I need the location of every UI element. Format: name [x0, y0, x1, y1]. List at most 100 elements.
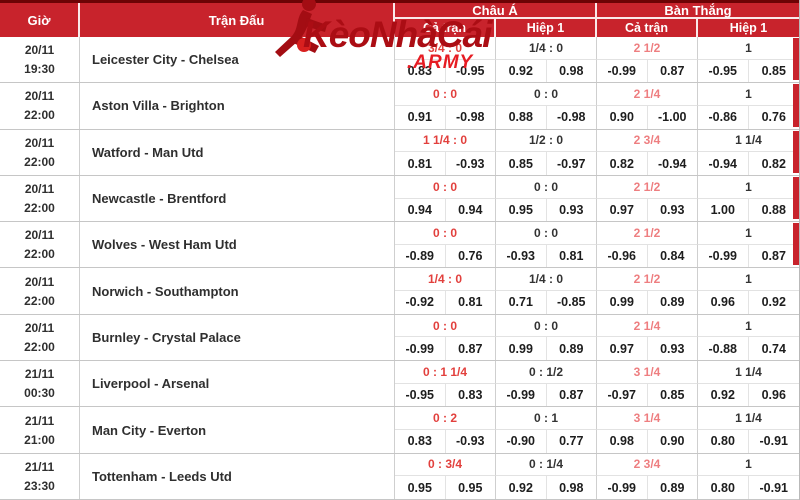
goals-full-line: 2 1/2	[597, 175, 698, 199]
match-row[interactable]: 20/11 22:00 Watford - Man Utd 1 1/4 : 0 …	[0, 129, 799, 176]
asian-half-handicap: 0 : 0	[496, 222, 597, 245]
asian-full-handicap: 0 : 1 1/4	[395, 361, 496, 384]
goals-full-line: 2 3/4	[597, 129, 698, 153]
odds-asian-half-away: 0.77	[547, 430, 597, 453]
match-row[interactable]: 20/11 22:00 Wolves - West Ham Utd 0 : 0 …	[0, 222, 799, 269]
match-name[interactable]: Tottenham - Leeds Utd	[80, 453, 395, 499]
odds-goals-full-over: -0.99	[597, 59, 648, 83]
kickoff-time-cell: 20/11 22:00	[0, 83, 80, 129]
goals-half-line: 1	[698, 222, 799, 245]
header-asian-full-match: Cả trận	[395, 19, 496, 37]
asian-full-handicap: 0 : 0	[395, 83, 496, 106]
odds-goals-half-under: 0.96	[761, 388, 786, 403]
asian-half-handicap: 0 : 1/2	[496, 361, 597, 384]
odds-goals-half-over: 0.92	[698, 383, 749, 407]
odds-asian-full-home: 0.83	[395, 430, 446, 453]
match-name[interactable]: Watford - Man Utd	[80, 129, 395, 175]
header-group-goals: Bàn Thắng	[597, 3, 799, 19]
odds-goals-full-over: -0.99	[597, 476, 648, 499]
match-date: 21/11	[24, 367, 55, 382]
odds-asian-full-away: 0.87	[446, 337, 496, 361]
kickoff-time-cell: 20/11 22:00	[0, 314, 80, 361]
asian-full-handicap: 1/4 : 0	[395, 268, 496, 292]
match-row[interactable]: 20/11 22:00 Aston Villa - Brighton 0 : 0…	[0, 83, 799, 130]
match-name[interactable]: Wolves - West Ham Utd	[80, 222, 395, 268]
odds-asian-full-away: -0.98	[446, 105, 496, 129]
odds-asian-full-home: -0.99	[395, 337, 446, 361]
asian-half-handicap: 1/2 : 0	[496, 129, 597, 153]
match-time: 22:00	[24, 247, 55, 262]
match-name[interactable]: Burnley - Crystal Palace	[80, 314, 395, 361]
match-name[interactable]: Liverpool - Arsenal	[80, 361, 395, 407]
match-row[interactable]: 21/11 00:30 Liverpool - Arsenal 0 : 1 1/…	[0, 361, 799, 408]
odds-goals-half-under: 0.88	[761, 202, 786, 217]
odds-asian-half-away: 0.98	[547, 476, 597, 499]
match-row[interactable]: 20/11 22:00 Norwich - Southampton 1/4 : …	[0, 268, 799, 315]
odds-goals-half-under: 0.92	[761, 295, 786, 310]
odds-goals-half-under: 0.85	[761, 63, 786, 78]
match-time: 00:30	[24, 386, 55, 401]
match-row[interactable]: 20/11 22:00 Burnley - Crystal Palace 0 :…	[0, 314, 799, 362]
match-name[interactable]: Newcastle - Brentford	[80, 175, 395, 222]
header-asian-first-half: Hiệp 1	[496, 19, 597, 37]
odds-asian-full-home: 0.81	[395, 152, 446, 175]
odds-asian-full-away: -0.93	[446, 430, 496, 453]
kickoff-time-cell: 20/11 19:30	[0, 37, 80, 83]
odds-asian-half-away: -0.97	[547, 152, 597, 175]
odds-asian-half-home: 0.95	[496, 198, 547, 222]
goals-half-line: 1 1/4	[698, 361, 799, 384]
match-row[interactable]: 21/11 21:00 Man City - Everton 0 : 2 0 :…	[0, 407, 799, 454]
odds-asian-half-home: -0.90	[496, 430, 547, 453]
odds-goals-half-over: -0.94	[698, 152, 749, 175]
match-date: 21/11	[24, 459, 55, 474]
match-time: 22:00	[24, 154, 55, 169]
odds-goals-full-under: 0.93	[648, 337, 698, 361]
table-header: Giờ Trận Đấu Châu Á Bàn Thắng Cả trận Hi…	[0, 0, 799, 37]
match-name[interactable]: Aston Villa - Brighton	[80, 83, 395, 129]
table-body: 20/11 19:30 Leicester City - Chelsea 3/4…	[0, 37, 799, 500]
match-row[interactable]: 20/11 22:00 Newcastle - Brentford 0 : 0 …	[0, 175, 799, 223]
odds-goals-full-under: 0.84	[648, 244, 698, 268]
odds-asian-half-home: 0.99	[496, 337, 547, 361]
odds-asian-full-away: -0.93	[446, 152, 496, 175]
match-row[interactable]: 21/11 23:30 Tottenham - Leeds Utd 0 : 3/…	[0, 453, 799, 500]
asian-half-handicap: 0 : 1/4	[496, 453, 597, 477]
match-date: 20/11	[24, 135, 55, 150]
odds-asian-full-away: 0.76	[446, 244, 496, 268]
match-name[interactable]: Leicester City - Chelsea	[80, 37, 395, 83]
match-time: 23:30	[24, 478, 55, 493]
match-name[interactable]: Norwich - Southampton	[80, 268, 395, 314]
goals-half-line: 1	[698, 454, 799, 477]
match-row[interactable]: 20/11 19:30 Leicester City - Chelsea 3/4…	[0, 37, 799, 84]
match-time: 22:00	[24, 339, 55, 354]
asian-half-handicap: 1/4 : 0	[496, 37, 597, 60]
odds-goals-half-under: -0.91	[759, 480, 789, 495]
header-group-asian-handicap: Châu Á	[395, 3, 597, 19]
header-goals-full-match: Cả trận	[597, 19, 698, 37]
odds-asian-full-home: -0.92	[395, 291, 446, 314]
odds-asian-half-home: 0.71	[496, 291, 547, 314]
odds-asian-half-home: 0.88	[496, 105, 547, 129]
kickoff-time-cell: 20/11 22:00	[0, 222, 80, 268]
goals-full-line: 2 3/4	[597, 453, 698, 477]
match-date: 20/11	[24, 89, 55, 104]
odds-asian-half-home: -0.99	[496, 383, 547, 407]
odds-goals-half-under: 0.74	[761, 341, 786, 356]
odds-asian-full-home: 0.91	[395, 105, 446, 129]
odds-goals-half-under: 0.76	[761, 110, 786, 125]
match-name[interactable]: Man City - Everton	[80, 407, 395, 453]
goals-half-line: 1	[698, 176, 799, 199]
odds-asian-full-away: 0.81	[446, 291, 496, 314]
odds-asian-full-home: 0.94	[395, 198, 446, 222]
odds-asian-half-away: 0.81	[547, 244, 597, 268]
odds-goals-half-over: 0.80	[698, 476, 749, 499]
odds-asian-full-away: 0.95	[446, 476, 496, 499]
odds-asian-full-away: 0.83	[446, 383, 496, 407]
kickoff-time-cell: 21/11 21:00	[0, 407, 80, 453]
odds-goals-half-over: -0.86	[698, 105, 749, 129]
asian-full-handicap: 0 : 3/4	[395, 453, 496, 477]
odds-asian-half-home: 0.85	[496, 152, 547, 175]
odds-goals-half-over: 1.00	[698, 198, 749, 222]
odds-goals-full-under: 0.85	[648, 383, 698, 407]
